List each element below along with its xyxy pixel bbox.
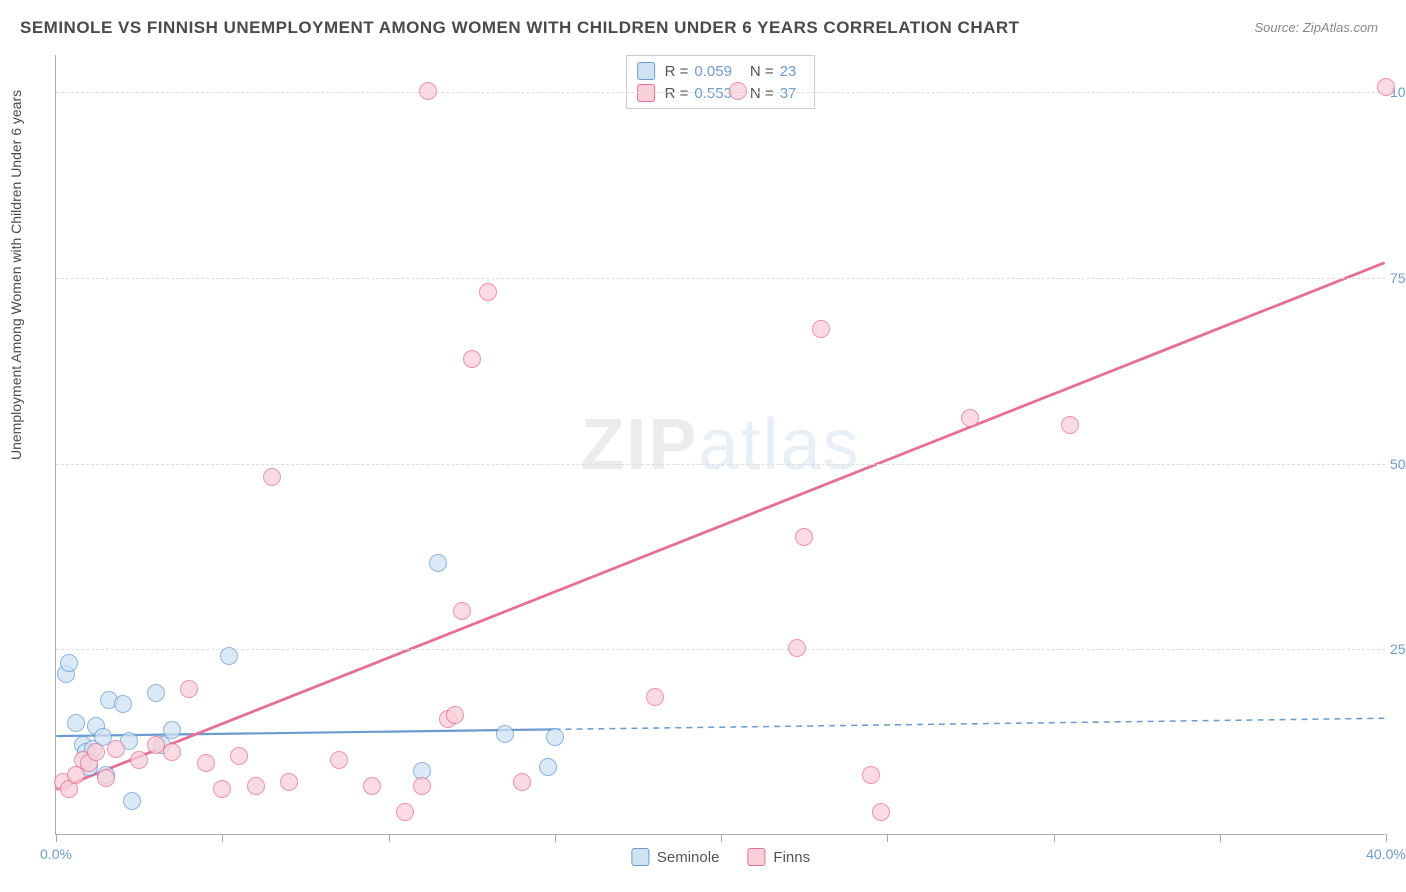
legend-item: Seminole [631, 848, 720, 866]
x-tick [56, 834, 57, 842]
scatter-point [123, 792, 141, 810]
y-tick-label: 25.0% [1390, 641, 1406, 657]
scatter-point [479, 283, 497, 301]
scatter-point [107, 740, 125, 758]
legend-swatch [747, 848, 765, 866]
scatter-point [546, 728, 564, 746]
scatter-point [163, 743, 181, 761]
x-tick [1220, 834, 1221, 842]
scatter-point [961, 409, 979, 427]
scatter-point [197, 754, 215, 772]
legend-label: Finns [773, 849, 810, 866]
gridline [56, 649, 1385, 650]
scatter-point [788, 639, 806, 657]
y-tick-label: 75.0% [1390, 270, 1406, 286]
scatter-point [453, 602, 471, 620]
scatter-point [812, 320, 830, 338]
scatter-point [446, 706, 464, 724]
r-label: R = [665, 63, 689, 80]
x-tick [1054, 834, 1055, 842]
scatter-point [330, 751, 348, 769]
scatter-point [230, 747, 248, 765]
scatter-point [539, 758, 557, 776]
legend-label: Seminole [657, 849, 720, 866]
scatter-point [147, 736, 165, 754]
scatter-point [429, 554, 447, 572]
scatter-point [795, 528, 813, 546]
n-value: 23 [780, 63, 797, 80]
scatter-point [646, 688, 664, 706]
scatter-point [872, 803, 890, 821]
legend-swatch [637, 62, 655, 80]
scatter-point [60, 654, 78, 672]
scatter-point [862, 766, 880, 784]
x-tick [555, 834, 556, 842]
gridline [56, 278, 1385, 279]
gridline [56, 464, 1385, 465]
scatter-point [363, 777, 381, 795]
scatter-point [280, 773, 298, 791]
x-tick-label: 40.0% [1366, 846, 1406, 862]
x-tick [1386, 834, 1387, 842]
x-tick [721, 834, 722, 842]
scatter-point [513, 773, 531, 791]
y-tick-label: 50.0% [1390, 456, 1406, 472]
y-axis-label: Unemployment Among Women with Children U… [8, 90, 24, 460]
scatter-point [130, 751, 148, 769]
trend-line [56, 263, 1384, 790]
scatter-point [496, 725, 514, 743]
scatter-point [247, 777, 265, 795]
gridline [56, 92, 1385, 93]
scatter-point [97, 769, 115, 787]
scatter-point [463, 350, 481, 368]
scatter-point [1061, 416, 1079, 434]
chart-title: SEMINOLE VS FINNISH UNEMPLOYMENT AMONG W… [20, 18, 1020, 38]
scatter-point [220, 647, 238, 665]
scatter-point [396, 803, 414, 821]
stat-legend-row: R = 0.059 N = 23 [637, 60, 805, 82]
source-label: Source: ZipAtlas.com [1254, 20, 1378, 35]
scatter-point [147, 684, 165, 702]
stat-legend: R =0.059N =23R =0.553N =37 [626, 55, 816, 109]
scatter-point [413, 777, 431, 795]
scatter-point [67, 714, 85, 732]
x-tick [887, 834, 888, 842]
scatter-point [419, 82, 437, 100]
scatter-point [180, 680, 198, 698]
scatter-point [729, 82, 747, 100]
x-tick-label: 0.0% [40, 846, 72, 862]
scatter-point [213, 780, 231, 798]
scatter-point [163, 721, 181, 739]
scatter-point [1377, 78, 1395, 96]
trend-line-extrapolated [554, 718, 1384, 729]
scatter-point [263, 468, 281, 486]
plot-area: ZIPatlas R =0.059N =23R =0.553N =37 Semi… [55, 55, 1385, 835]
legend-swatch [631, 848, 649, 866]
r-value: 0.059 [694, 63, 732, 80]
x-tick [222, 834, 223, 842]
scatter-point [114, 695, 132, 713]
scatter-point [87, 743, 105, 761]
n-label: N = [750, 63, 774, 80]
legend-item: Finns [747, 848, 810, 866]
trend-lines [56, 55, 1385, 834]
series-legend: Seminole Finns [631, 848, 810, 866]
x-tick [389, 834, 390, 842]
